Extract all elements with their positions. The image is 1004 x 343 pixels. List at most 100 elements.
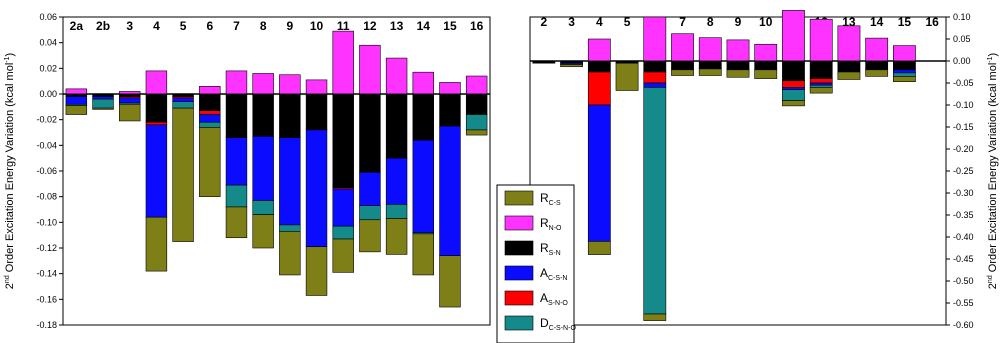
category-label: 6 [206,19,213,33]
bar-segment-a-csn [643,82,667,88]
bar-segment-r-sn [305,93,328,131]
y-axis-title: 2nd Order Excitation Energy Variation (k… [987,53,999,289]
category-label: 5 [180,19,187,33]
bar-segment-r-sn [92,93,114,97]
bar-segment-r-no [782,10,805,62]
bar-segment-r-sn [754,60,778,71]
bar-segment-r-sn [225,93,248,138]
legend-swatch [504,290,534,306]
y-tick-label: 0.04 [39,38,57,48]
bar-segment-a-csn [305,129,328,248]
y-tick-label: 0.02 [39,63,57,73]
bar-segment-d-csno [279,224,301,232]
bar-segment-d-csno [893,72,916,77]
category-label: 7 [233,19,240,33]
bar-segment-r-sn [726,60,750,71]
bar-segment-r-cs [65,105,88,115]
legend-label: RC-S [540,191,561,207]
category-label: 7 [679,15,686,29]
bar-segment-r-sn [199,93,221,111]
bar-segment-r-sn [837,60,861,73]
y-tick-label: -0.10 [36,217,57,227]
y-tick-label: -0.10 [953,100,974,110]
category-label: 2b [96,19,110,33]
bar-segment-r-sn [385,93,408,159]
left-stacked-bar-chart: 0.06 0.04 0.02 0.00 -0.02 -0.04 -0.06 -0.08 -0.1… [4,12,491,330]
legend-label: RS-N [540,241,561,257]
bar-segment-r-no [385,57,408,95]
bar-segment-d-csno [465,114,488,131]
y-tick-label: -0.12 [36,243,57,253]
bar-segment-d-csno [225,184,248,208]
y-tick-label: -0.08 [36,192,57,202]
bar-segment-d-csno [809,84,833,88]
bar-segment-r-cs [225,206,248,239]
bar-segment-r-no [726,39,750,62]
category-label: 8 [260,19,267,33]
bar-segment-a-sno [199,110,221,115]
bar-segment-r-no [359,44,381,95]
bar-segment-r-sn [145,93,168,123]
y-tick-label: 0.10 [953,12,971,22]
y-tick-label: -0.40 [953,232,974,242]
bar-segment-a-csn [587,104,611,242]
bar-segment-r-cs [615,62,639,91]
bar-segment-r-cs [385,218,408,255]
bar-segment-r-no [698,37,722,62]
bar-segment-d-csno [782,89,805,101]
bar-segment-r-cs [754,69,778,79]
bar-segment-a-csn [385,157,408,205]
bar-segment-r-cs [199,127,221,197]
y-tick-label: 0.05 [953,34,971,44]
bar-segment-r-cs [587,241,611,255]
bar-segment-a-csn [252,136,274,201]
bar-segment-r-sn [532,60,556,64]
legend-swatch [504,215,534,231]
category-label: 11 [337,19,350,33]
bar-segment-a-sno [643,71,667,84]
bar-segment-a-csn [412,139,434,233]
bar-segment-a-csn [279,137,301,226]
bar-segment-d-csno [172,101,194,109]
y-tick-label: -0.50 [953,276,974,286]
y-tick-label: -0.45 [953,254,974,264]
bar-segment-r-cs [465,129,488,136]
bar-segment-r-no [199,86,221,95]
bar-segment-r-no [465,75,488,95]
bar-segment-a-sno [782,80,805,88]
bar-segment-r-cs [412,233,434,276]
legend-swatch [504,315,534,331]
bar-segment-a-csn [225,137,248,186]
bar-segment-a-csn [65,96,88,105]
category-label: 15 [898,15,912,29]
bar-segment-r-no [145,70,168,95]
y-tick-label: 0.00 [953,56,971,66]
bar-segment-r-cs [252,214,274,249]
bar-segment-a-csn [782,87,805,90]
y-tick-label: -0.25 [953,166,974,176]
bar-segment-r-no [279,74,301,95]
bar-segment-r-no [754,43,778,62]
y-tick-label: -0.04 [36,140,57,150]
bar-segment-a-sno [809,78,833,84]
bar-segment-r-cs [865,69,889,77]
category-label: 4 [153,19,160,33]
category-label: 14 [417,19,431,33]
legend-swatch [504,240,534,256]
bar-segment-r-sn [412,93,434,141]
bar-segment-r-no [671,33,694,62]
bar-segment-r-cs [439,255,461,308]
bar-segment-d-csno [643,87,667,315]
category-label: 3 [568,15,575,29]
bar-segment-r-cs [893,76,916,82]
bar-segment-a-csn [199,114,221,123]
bar-segment-r-sn [332,93,354,188]
bar-segment-r-cs [726,69,750,78]
legend-label: AS-N-O [540,291,568,307]
y-tick-label: -0.02 [36,115,57,125]
bar-segment-r-cs [145,216,168,272]
bar-segment-r-no [643,16,667,62]
legend: RC-S RN-O RS-N AC-S-N AS-N-O DC-S-N-O [496,184,576,343]
category-label: 5 [624,15,631,29]
